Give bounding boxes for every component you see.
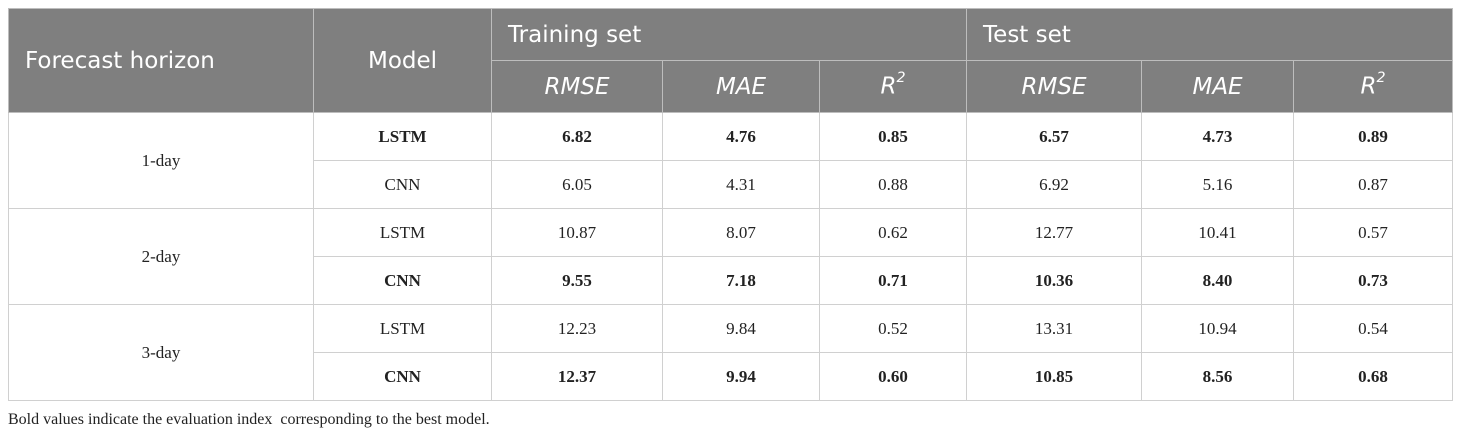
test-r2-cell: 0.57 — [1293, 208, 1454, 257]
header-test-r2: R2 — [1293, 60, 1454, 113]
r2-base: R — [880, 73, 897, 100]
model-cell: CNN — [313, 256, 492, 305]
test-mae-cell: 10.41 — [1141, 208, 1295, 257]
train-r2-cell: 0.88 — [818, 160, 968, 209]
train-r2-cell: 0.60 — [818, 352, 968, 401]
r2-superscript: 2 — [896, 70, 906, 87]
train-mae-cell: 9.94 — [662, 352, 820, 401]
model-cell: CNN — [313, 160, 492, 209]
horizon-cell: 3-day — [8, 304, 314, 401]
test-mae-cell: 4.73 — [1141, 112, 1295, 161]
header-model: Model — [313, 8, 492, 113]
test-mae-cell: 5.16 — [1141, 160, 1295, 209]
train-rmse-cell: 12.37 — [491, 352, 663, 401]
test-rmse-cell: 10.36 — [966, 256, 1143, 305]
train-rmse-cell: 9.55 — [491, 256, 663, 305]
header-training-set: Training set — [490, 8, 968, 61]
table-row: 1-day LSTM 6.82 4.76 0.85 6.57 4.73 0.89 — [8, 112, 1454, 209]
train-r2-cell: 0.85 — [818, 112, 968, 161]
r2-superscript: 2 — [1376, 70, 1386, 87]
results-table: Forecast horizon Model Training set Test… — [8, 8, 1454, 401]
table-row: CNN 12.37 9.94 0.60 10.85 8.56 0.68 — [9, 352, 1454, 401]
header-test-mae: MAE — [1141, 60, 1295, 113]
test-r2-cell: 0.87 — [1293, 160, 1454, 209]
horizon-cell: 1-day — [8, 112, 314, 209]
table-row: CNN 6.05 4.31 0.88 6.92 5.16 0.87 — [9, 160, 1454, 209]
test-mae-cell: 8.40 — [1141, 256, 1295, 305]
table-footnote: Bold values indicate the evaluation inde… — [8, 411, 490, 428]
r2-base: R — [1360, 73, 1377, 100]
header-row-2: RMSE MAE R2 RMSE MAE R2 — [9, 60, 1454, 113]
train-rmse-cell: 12.23 — [491, 304, 663, 353]
results-table-container: Forecast horizon Model Training set Test… — [8, 8, 1454, 401]
train-mae-cell: 4.31 — [662, 160, 820, 209]
test-rmse-cell: 12.77 — [966, 208, 1143, 257]
test-mae-cell: 10.94 — [1141, 304, 1295, 353]
header-train-mae: MAE — [662, 60, 820, 113]
table-row: 2-day LSTM 10.87 8.07 0.62 12.77 10.41 0.57 — [8, 208, 1454, 305]
model-cell: LSTM — [313, 112, 492, 161]
model-cell: LSTM — [313, 304, 492, 353]
header-forecast-horizon: Forecast horizon — [8, 8, 314, 113]
horizon-cell: 2-day — [8, 208, 314, 305]
train-r2-cell: 0.62 — [818, 208, 968, 257]
test-r2-cell: 0.89 — [1293, 112, 1454, 161]
header-train-r2: R2 — [818, 60, 968, 113]
table-row: CNN 9.55 7.18 0.71 10.36 8.40 0.73 — [9, 256, 1454, 305]
train-rmse-cell: 6.82 — [491, 112, 663, 161]
test-rmse-cell: 6.57 — [966, 112, 1143, 161]
test-r2-cell: 0.73 — [1293, 256, 1454, 305]
test-rmse-cell: 10.85 — [966, 352, 1143, 401]
model-cell: CNN — [313, 352, 492, 401]
train-rmse-cell: 10.87 — [491, 208, 663, 257]
header-train-rmse: RMSE — [491, 60, 663, 113]
train-mae-cell: 7.18 — [662, 256, 820, 305]
train-r2-cell: 0.52 — [818, 304, 968, 353]
train-mae-cell: 4.76 — [662, 112, 820, 161]
test-mae-cell: 8.56 — [1141, 352, 1295, 401]
header-row-1: Forecast horizon Model Training set Test… — [8, 8, 1454, 113]
header-test-rmse: RMSE — [966, 60, 1143, 113]
train-r2-cell: 0.71 — [818, 256, 968, 305]
test-r2-cell: 0.54 — [1293, 304, 1454, 353]
table-row: 3-day LSTM 12.23 9.84 0.52 13.31 10.94 0.54 — [8, 304, 1454, 401]
train-mae-cell: 9.84 — [662, 304, 820, 353]
test-rmse-cell: 6.92 — [966, 160, 1143, 209]
model-cell: LSTM — [313, 208, 492, 257]
train-rmse-cell: 6.05 — [491, 160, 663, 209]
train-mae-cell: 8.07 — [662, 208, 820, 257]
results-table-body: 1-day LSTM 6.82 4.76 0.85 6.57 4.73 0.89 CNN 6.05… — [8, 112, 1454, 401]
header-test-set: Test set — [966, 8, 1454, 61]
test-rmse-cell: 13.31 — [966, 304, 1143, 353]
test-r2-cell: 0.68 — [1293, 352, 1454, 401]
